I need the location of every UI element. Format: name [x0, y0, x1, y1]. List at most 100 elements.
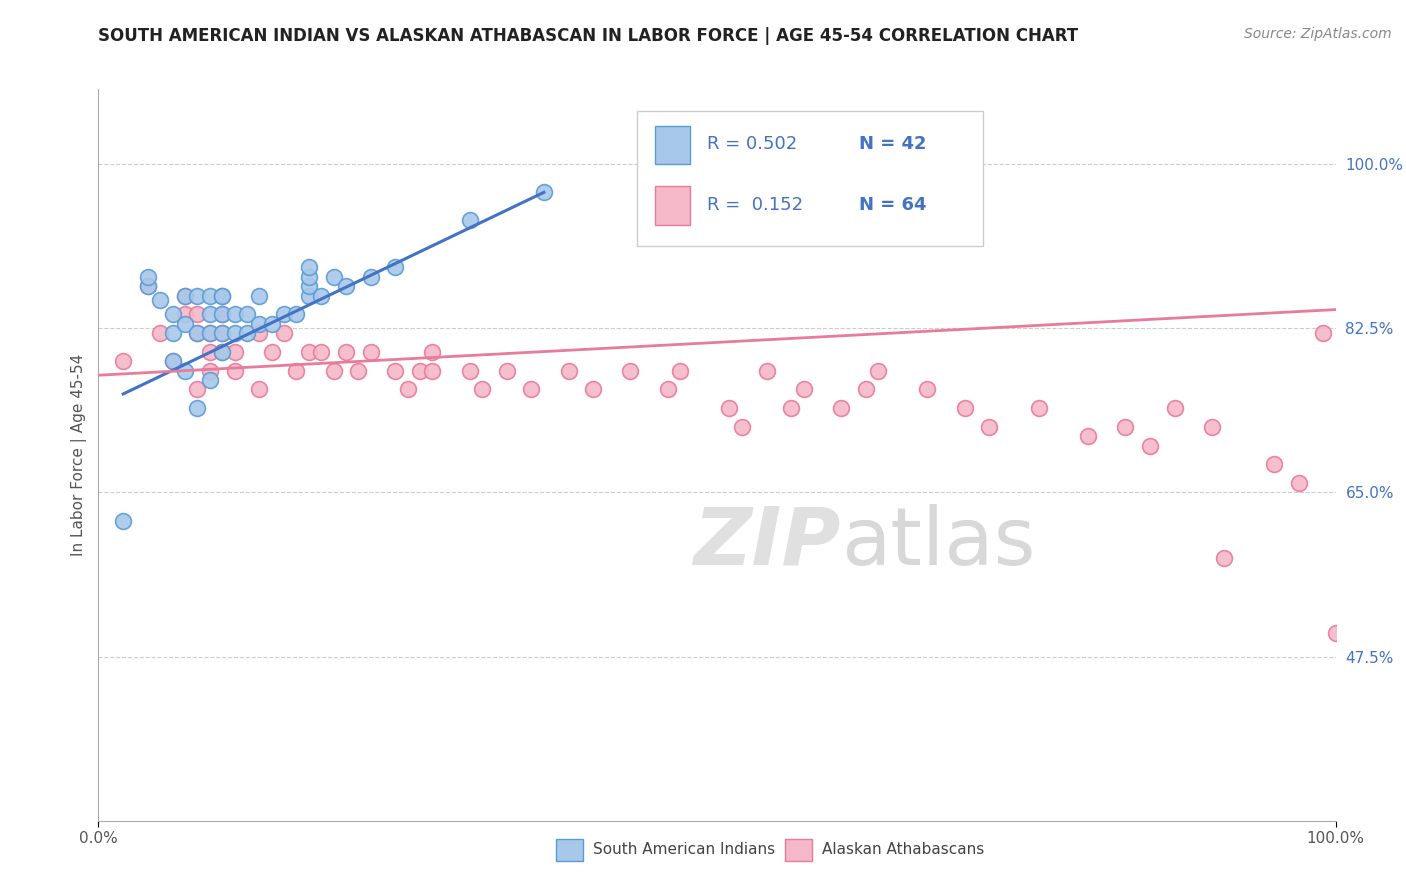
Bar — [637, 112, 983, 246]
Point — [198, 344, 221, 359]
Point — [866, 363, 889, 377]
Point — [755, 363, 778, 377]
Point — [162, 354, 184, 368]
Point — [422, 363, 444, 377]
Point — [917, 382, 939, 396]
Point — [198, 288, 221, 302]
Text: Alaskan Athabascans: Alaskan Athabascans — [823, 842, 984, 857]
Point — [273, 326, 295, 340]
Point — [793, 382, 815, 396]
Text: Source: ZipAtlas.com: Source: ZipAtlas.com — [1244, 27, 1392, 41]
Point — [582, 382, 605, 396]
Point — [211, 326, 233, 340]
Text: R =  0.152: R = 0.152 — [707, 195, 803, 214]
Point — [657, 382, 679, 396]
Point — [211, 344, 233, 359]
Point — [1324, 626, 1347, 640]
Point — [224, 326, 246, 340]
Point — [224, 363, 246, 377]
Point — [495, 363, 517, 377]
Point — [236, 307, 259, 321]
Point — [1139, 438, 1161, 452]
Point — [174, 288, 197, 302]
Text: N = 42: N = 42 — [859, 135, 927, 153]
Point — [236, 326, 259, 340]
Y-axis label: In Labor Force | Age 45-54: In Labor Force | Age 45-54 — [72, 354, 87, 556]
Point — [186, 382, 208, 396]
Point — [224, 307, 246, 321]
Point — [198, 373, 221, 387]
Point — [619, 363, 641, 377]
Point — [198, 326, 221, 340]
Point — [309, 344, 332, 359]
Bar — [785, 838, 813, 861]
Point — [298, 344, 321, 359]
Point — [186, 326, 208, 340]
Point — [260, 317, 283, 331]
Point — [186, 326, 208, 340]
Point — [285, 307, 308, 321]
Point — [247, 288, 270, 302]
Point — [211, 307, 233, 321]
Point — [1213, 551, 1236, 566]
Point — [174, 317, 197, 331]
Point — [335, 344, 357, 359]
Point — [780, 401, 803, 415]
Point — [186, 307, 208, 321]
Point — [1312, 326, 1334, 340]
Point — [322, 363, 344, 377]
Point — [186, 288, 208, 302]
Point — [136, 279, 159, 293]
Text: South American Indians: South American Indians — [593, 842, 776, 857]
Point — [309, 288, 332, 302]
Point — [112, 354, 135, 368]
Point — [174, 288, 197, 302]
Bar — [655, 126, 690, 164]
Point — [830, 401, 852, 415]
Text: N = 64: N = 64 — [859, 195, 927, 214]
Point — [718, 401, 741, 415]
Text: atlas: atlas — [841, 504, 1035, 582]
Point — [855, 382, 877, 396]
Point — [1201, 419, 1223, 434]
Point — [1288, 476, 1310, 491]
Point — [211, 288, 233, 302]
Point — [520, 382, 543, 396]
Point — [458, 363, 481, 377]
Point — [1114, 419, 1136, 434]
Point — [285, 363, 308, 377]
Point — [1028, 401, 1050, 415]
Point — [198, 307, 221, 321]
Point — [211, 326, 233, 340]
Point — [979, 419, 1001, 434]
Point — [731, 419, 754, 434]
Text: SOUTH AMERICAN INDIAN VS ALASKAN ATHABASCAN IN LABOR FORCE | AGE 45-54 CORRELATI: SOUTH AMERICAN INDIAN VS ALASKAN ATHABAS… — [98, 27, 1078, 45]
Point — [360, 344, 382, 359]
Point — [458, 213, 481, 227]
Point — [198, 326, 221, 340]
Point — [557, 363, 579, 377]
Point — [347, 363, 370, 377]
Point — [211, 288, 233, 302]
Point — [1164, 401, 1187, 415]
Point — [260, 344, 283, 359]
Point — [162, 326, 184, 340]
Point — [211, 307, 233, 321]
Point — [224, 344, 246, 359]
Point — [298, 279, 321, 293]
Bar — [655, 186, 690, 225]
Point — [335, 279, 357, 293]
Text: ZIP: ZIP — [693, 504, 841, 582]
Point — [533, 186, 555, 200]
Point — [409, 363, 432, 377]
Text: R = 0.502: R = 0.502 — [707, 135, 797, 153]
Point — [162, 307, 184, 321]
Point — [1263, 458, 1285, 472]
Point — [273, 307, 295, 321]
Point — [186, 401, 208, 415]
Point — [384, 363, 406, 377]
Bar — [557, 838, 583, 861]
Point — [360, 269, 382, 284]
Point — [396, 382, 419, 396]
Point — [384, 260, 406, 275]
